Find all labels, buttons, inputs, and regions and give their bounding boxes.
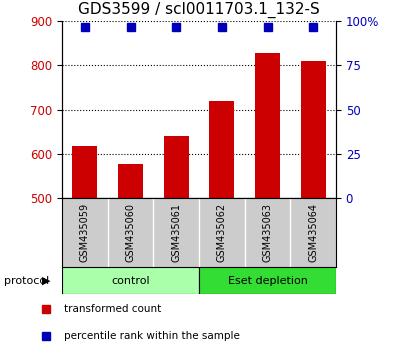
Bar [164,136,189,198]
Text: percentile rank within the sample: percentile rank within the sample [64,331,240,341]
Bar [301,61,326,198]
Bar [72,147,97,198]
Text: GSM435064: GSM435064 [308,203,318,262]
Bar [199,267,336,294]
Bar [62,267,199,294]
Text: protocol: protocol [4,275,49,286]
Text: GSM435059: GSM435059 [80,203,90,262]
Text: GSM435062: GSM435062 [217,203,227,262]
Bar [209,101,234,198]
Text: GSM435061: GSM435061 [171,203,181,262]
Text: ▶: ▶ [42,275,50,286]
Text: GSM435063: GSM435063 [262,203,272,262]
Text: GSM435060: GSM435060 [126,203,136,262]
Title: GDS3599 / scl0011703.1_132-S: GDS3599 / scl0011703.1_132-S [78,2,320,18]
Bar [118,164,143,198]
Bar [255,53,280,198]
Text: transformed count: transformed count [64,304,161,314]
Text: control: control [111,275,150,286]
Text: Eset depletion: Eset depletion [228,275,308,286]
